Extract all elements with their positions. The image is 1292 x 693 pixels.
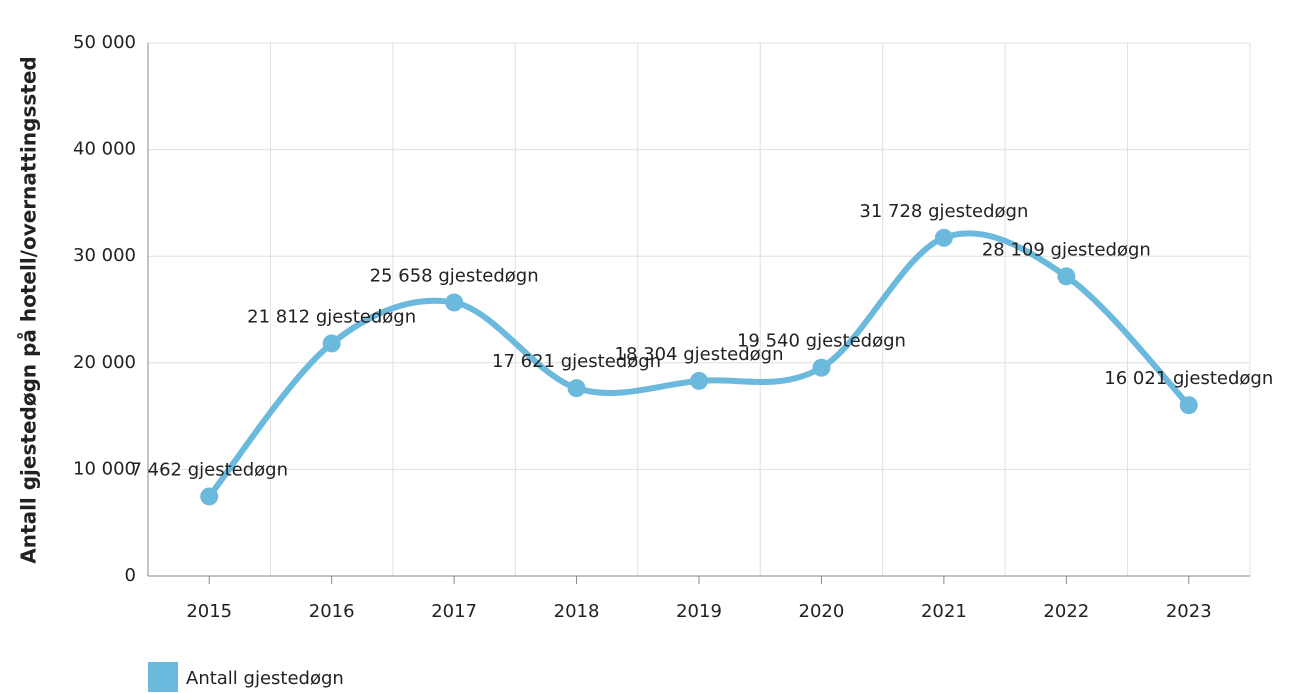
legend-label: Antall gjestedøgn: [186, 668, 344, 689]
point: [812, 358, 831, 377]
x-tick-label: 2015: [186, 601, 232, 622]
data-label: 21 812 gjestedøgn: [247, 306, 416, 327]
x-tick-label: 2023: [1166, 601, 1212, 622]
data-label: 19 540 gjestedøgn: [737, 331, 906, 352]
y-tick-label: 30 000: [73, 245, 136, 266]
point: [690, 371, 708, 390]
y-tick-label: 10 000: [73, 458, 136, 479]
legend-swatch: [148, 662, 178, 692]
data-label: 28 109 gjestedøgn: [982, 239, 1151, 260]
x-tick-label: 2017: [431, 601, 477, 622]
point: [445, 293, 464, 312]
data-label: 25 658 gjestedøgn: [370, 265, 539, 286]
point: [200, 487, 219, 506]
x-tick-label: 2018: [554, 601, 600, 622]
data-label: 17 621 gjestedøgn: [492, 351, 661, 372]
point: [1179, 396, 1198, 415]
x-tick-label: 2022: [1043, 601, 1089, 622]
y-tick-label: 0: [125, 565, 136, 586]
data-label: 18 304 gjestedøgn: [615, 344, 784, 365]
point: [322, 334, 341, 353]
y-axis-title: Antall gjestedøgn på hotell/overnattings…: [17, 56, 41, 563]
data-label: 7 462 gjestedøgn: [130, 459, 288, 480]
y-tick-label: 20 000: [73, 352, 136, 373]
point: [1057, 267, 1076, 286]
x-tick-label: 2020: [799, 601, 845, 622]
x-tick-label: 2021: [921, 601, 967, 622]
y-tick-label: 40 000: [73, 139, 136, 160]
data-label: 16 021 gjestedøgn: [1104, 368, 1273, 389]
x-tick-label: 2019: [676, 601, 722, 622]
x-tick-label: 2016: [309, 601, 355, 622]
y-tick-label: 50 000: [73, 32, 136, 53]
point: [567, 379, 586, 398]
point: [934, 228, 953, 247]
data-label: 31 728 gjestedøgn: [859, 201, 1028, 222]
